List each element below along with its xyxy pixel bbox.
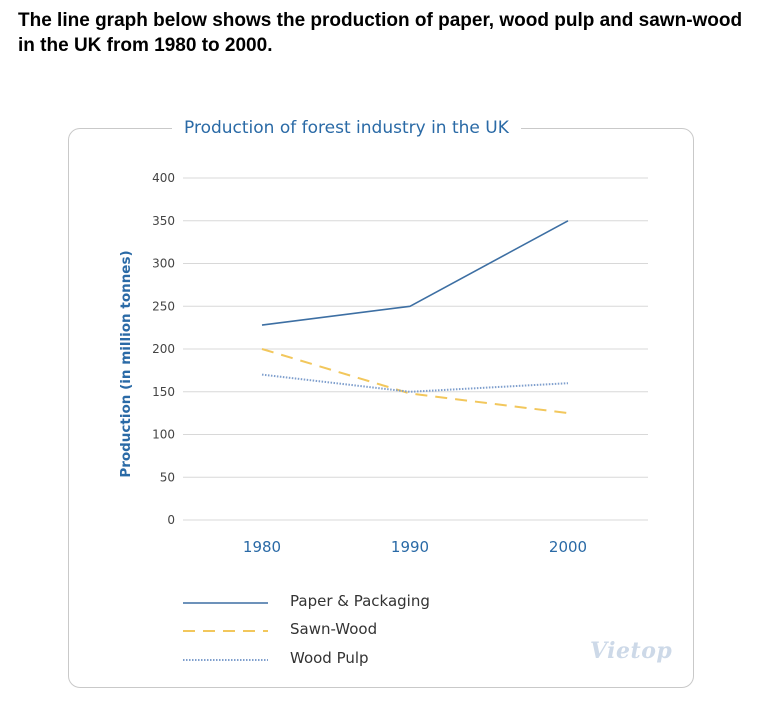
x-tick-label-1980: 1980	[243, 538, 281, 556]
y-tick-label-150: 150	[152, 385, 175, 399]
chart-title: Production of forest industry in the UK	[172, 116, 521, 140]
series-line-sawn-wood	[261, 348, 569, 415]
legend-label-sawn-wood: Sawn-Wood	[290, 620, 378, 638]
vietop-logo-watermark: Vietop	[590, 638, 673, 664]
y-tick-label-350: 350	[152, 214, 175, 228]
y-tick-label-50: 50	[160, 470, 175, 484]
y-tick-label-400: 400	[152, 171, 175, 185]
x-tick-label-1990: 1990	[391, 538, 429, 556]
y-tick-label-200: 200	[152, 342, 175, 356]
y-tick-label-100: 100	[152, 428, 175, 442]
y-tick-label-250: 250	[152, 299, 175, 313]
y-axis-label: Production (in million tonnes)	[118, 250, 134, 478]
question-text: The line graph below shows the productio…	[18, 10, 743, 56]
legend-label-wood-pulp: Wood Pulp	[290, 649, 369, 667]
y-tick-label-300: 300	[152, 257, 175, 271]
x-tick-label-2000: 2000	[549, 538, 587, 556]
chart-card	[68, 128, 694, 688]
y-tick-label-0: 0	[167, 513, 175, 527]
legend-label-paper: Paper & Packaging	[290, 592, 430, 610]
series-line-paper-packaging	[261, 220, 569, 326]
series-line-wood-pulp	[261, 373, 569, 393]
